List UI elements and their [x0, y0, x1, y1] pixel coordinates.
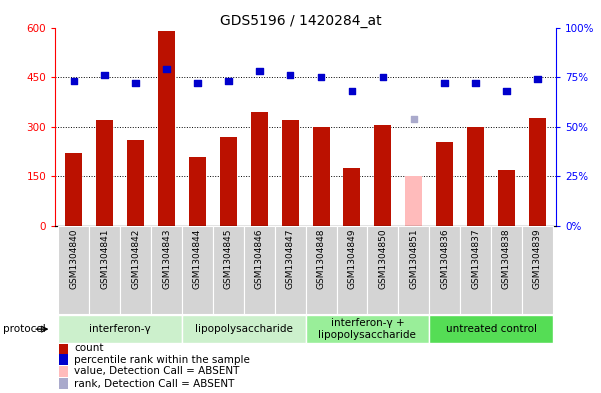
Text: percentile rank within the sample: percentile rank within the sample — [75, 354, 250, 365]
Point — [347, 88, 357, 94]
Bar — [405, 176, 423, 226]
Bar — [58, 315, 182, 343]
Bar — [398, 226, 429, 314]
Bar — [220, 137, 237, 226]
Bar — [244, 226, 275, 314]
Bar — [337, 226, 367, 314]
Text: untreated control: untreated control — [445, 324, 537, 334]
Text: GDS5196 / 1420284_at: GDS5196 / 1420284_at — [220, 14, 381, 28]
Text: interferon-γ +
lipopolysaccharide: interferon-γ + lipopolysaccharide — [319, 318, 416, 340]
Bar — [120, 226, 151, 314]
Text: lipopolysaccharide: lipopolysaccharide — [195, 324, 293, 334]
Bar — [182, 315, 306, 343]
Bar — [66, 153, 82, 226]
Bar — [429, 226, 460, 314]
Point — [409, 116, 418, 122]
Text: GSM1304839: GSM1304839 — [533, 229, 542, 289]
Text: count: count — [75, 343, 104, 353]
Text: GSM1304849: GSM1304849 — [347, 229, 356, 289]
Bar — [306, 315, 429, 343]
Point — [224, 78, 233, 84]
Bar — [127, 140, 144, 226]
Text: protocol: protocol — [3, 324, 46, 334]
Bar — [522, 226, 553, 314]
Text: GSM1304841: GSM1304841 — [100, 229, 109, 289]
Bar — [367, 226, 398, 314]
Point — [316, 74, 326, 80]
Bar — [343, 168, 361, 226]
Bar — [282, 120, 299, 226]
Bar — [189, 156, 206, 226]
Bar — [151, 226, 182, 314]
Bar — [313, 127, 329, 226]
Bar — [460, 226, 491, 314]
Text: GSM1304846: GSM1304846 — [255, 229, 264, 289]
Bar — [374, 125, 391, 226]
Text: GSM1304843: GSM1304843 — [162, 229, 171, 289]
Bar — [90, 226, 120, 314]
Bar — [429, 315, 553, 343]
Point — [440, 80, 450, 86]
Text: interferon-γ: interferon-γ — [90, 324, 151, 334]
Point — [471, 80, 480, 86]
Bar — [59, 378, 69, 389]
Text: value, Detection Call = ABSENT: value, Detection Call = ABSENT — [75, 366, 240, 376]
Bar — [251, 112, 268, 226]
Bar — [59, 366, 69, 377]
Bar — [58, 226, 90, 314]
Point — [131, 80, 141, 86]
Bar — [96, 120, 113, 226]
Text: GSM1304847: GSM1304847 — [285, 229, 294, 289]
Point — [100, 72, 109, 78]
Text: GSM1304836: GSM1304836 — [440, 229, 449, 289]
Bar — [436, 141, 453, 226]
Text: GSM1304845: GSM1304845 — [224, 229, 233, 289]
Bar — [158, 31, 175, 226]
Text: GSM1304842: GSM1304842 — [131, 229, 140, 289]
Text: GSM1304851: GSM1304851 — [409, 229, 418, 289]
Bar — [213, 226, 244, 314]
Text: rank, Detection Call = ABSENT: rank, Detection Call = ABSENT — [75, 379, 235, 389]
Text: GSM1304844: GSM1304844 — [193, 229, 202, 289]
Bar — [306, 226, 337, 314]
Bar — [498, 170, 515, 226]
Bar — [59, 354, 69, 365]
Bar — [275, 226, 306, 314]
Text: GSM1304848: GSM1304848 — [317, 229, 326, 289]
Point — [254, 68, 264, 74]
Point — [162, 66, 171, 72]
Text: GSM1304840: GSM1304840 — [69, 229, 78, 289]
Bar — [59, 343, 69, 354]
Point — [285, 72, 295, 78]
Text: GSM1304837: GSM1304837 — [471, 229, 480, 289]
Point — [69, 78, 79, 84]
Point — [193, 80, 203, 86]
Bar — [491, 226, 522, 314]
Text: GSM1304850: GSM1304850 — [379, 229, 388, 289]
Point — [378, 74, 388, 80]
Bar — [182, 226, 213, 314]
Bar — [467, 127, 484, 226]
Point — [502, 88, 511, 94]
Text: GSM1304838: GSM1304838 — [502, 229, 511, 289]
Bar — [529, 118, 546, 226]
Point — [532, 76, 542, 82]
